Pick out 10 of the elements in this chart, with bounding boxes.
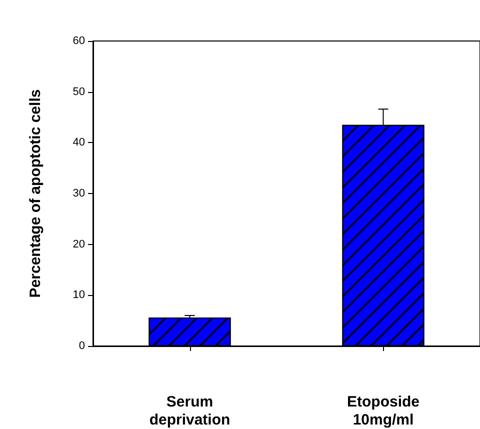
y-tick-label: 60 (72, 35, 85, 47)
y-tick-label: 50 (72, 86, 85, 98)
y-tick-label: 20 (72, 238, 85, 250)
y-tick-label: 30 (72, 188, 85, 200)
y-tick-label: 0 (78, 340, 85, 352)
x-tick-label: Etoposide 10mg/ml (346, 394, 420, 428)
x-tick-label: Serum deprivation (149, 394, 230, 428)
y-tick-label: 10 (72, 289, 85, 302)
y-axis-title: Percentage of apoptotic cells (27, 89, 44, 298)
y-tick-label: 40 (72, 136, 85, 149)
